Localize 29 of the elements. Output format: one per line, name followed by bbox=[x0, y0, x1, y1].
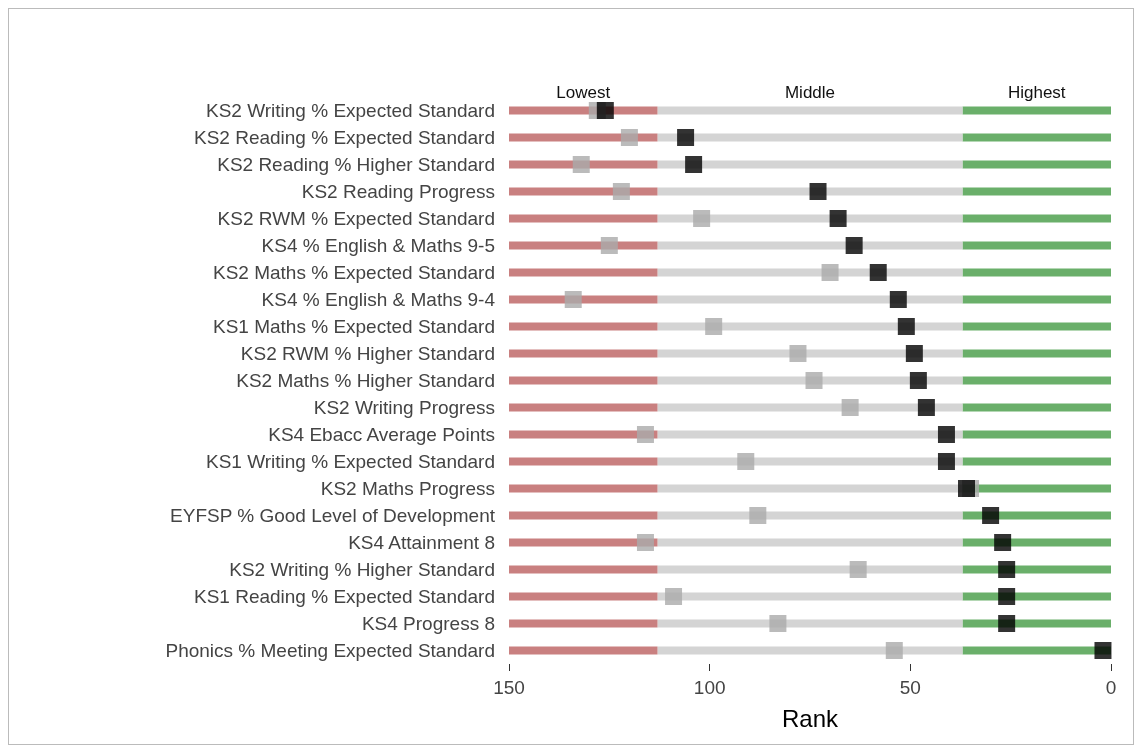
series-label: Lowest bbox=[556, 82, 611, 102]
y-tick-label: EYFSP % Good Level of Development bbox=[170, 505, 496, 526]
y-tick-label: KS1 Writing % Expected Standard bbox=[205, 451, 495, 472]
x-axis-title: Rank bbox=[781, 704, 840, 732]
y-tick-label: KS2 RWM % Higher Standard bbox=[240, 343, 495, 364]
y-tick-label: Phonics % Meeting Expected Standard bbox=[165, 640, 495, 661]
y-tick-label: KS2 Writing % Higher Standard bbox=[229, 559, 495, 580]
y-tick-label: KS4 Progress 8 bbox=[361, 613, 495, 634]
y-tick-label: KS2 Writing Progress bbox=[313, 397, 495, 418]
series-label: Highest bbox=[1007, 82, 1066, 102]
y-tick-label: KS4 Attainment 8 bbox=[348, 532, 495, 553]
y-tick-label: KS2 Reading % Higher Standard bbox=[217, 154, 495, 175]
x-tick-label: 100 bbox=[693, 677, 726, 698]
x-tick-label: 150 bbox=[493, 677, 525, 698]
y-tick-label: KS2 Reading Progress bbox=[301, 181, 495, 202]
series-label: Middle bbox=[784, 82, 836, 102]
y-tick-label: KS4 % English & Maths 9-4 bbox=[261, 289, 496, 310]
y-tick-label: KS1 Reading % Expected Standard bbox=[193, 586, 495, 607]
x-tick-label: 50 bbox=[899, 677, 921, 698]
y-tick-label: KS2 RWM % Expected Standard bbox=[217, 208, 495, 229]
y-tick-label: KS2 Reading % Expected Standard bbox=[193, 127, 495, 148]
x-tick-label: 0 bbox=[1105, 677, 1117, 698]
y-tick-label: KS4 Ebacc Average Points bbox=[268, 424, 495, 445]
y-tick-label: KS2 Writing % Expected Standard bbox=[205, 100, 495, 121]
y-tick-label: KS1 Maths % Expected Standard bbox=[213, 316, 495, 337]
y-tick-label: KS2 Maths % Expected Standard bbox=[213, 262, 495, 283]
y-tick-label: KS4 % English & Maths 9-5 bbox=[261, 235, 495, 256]
y-tick-label: KS2 Maths % Higher Standard bbox=[236, 370, 495, 391]
y-tick-label: KS2 Maths Progress bbox=[320, 478, 495, 499]
